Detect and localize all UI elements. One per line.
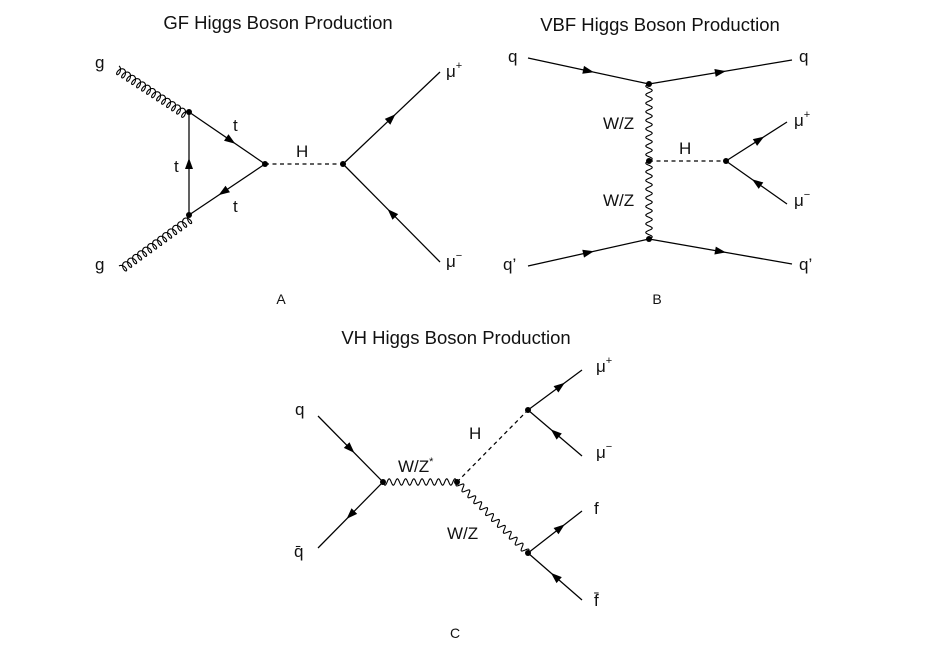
vertex [525, 550, 531, 556]
muon-minus-arrow [752, 179, 764, 189]
panel-label-a: A [276, 291, 286, 307]
higgs-propagator [456, 409, 529, 483]
fermion-arrow [553, 524, 565, 535]
top-lower-arrow [218, 185, 230, 196]
antiquark-label: q̄ [294, 542, 303, 561]
boson-star-label: W/Z* [398, 456, 434, 476]
wz-boson-line [455, 481, 530, 554]
vertex [186, 212, 192, 218]
wz-star-boson-line [382, 478, 458, 486]
quark-out-arrow [714, 69, 726, 77]
fermion-line [527, 510, 583, 554]
boson-upper-label: W/Z [603, 114, 634, 133]
quarkp-out-arrow [714, 246, 726, 255]
boson-label: W/Z [447, 524, 478, 543]
vertex [525, 407, 531, 413]
vertex [646, 236, 652, 242]
muon-plus-line [527, 369, 583, 411]
higgs-label: H [296, 142, 308, 161]
antifermion-arrow [550, 572, 562, 584]
vertex [340, 161, 346, 167]
fermion-label: f [594, 499, 599, 518]
quarkp-out-label: q’ [799, 255, 812, 274]
quark-in-arrow [582, 65, 594, 74]
muon-plus-label: μ+ [446, 60, 462, 81]
quarkp-in-arrow [582, 249, 594, 258]
muon-minus-label: μ− [794, 189, 810, 210]
muon-minus-label: μ− [446, 250, 462, 271]
vertex [454, 479, 460, 485]
top-upper-arrow [224, 134, 236, 144]
muon-minus-label: μ− [596, 441, 612, 462]
quarkp-in-label: q’ [503, 255, 516, 274]
top-left-arrow [185, 158, 193, 169]
higgs-label: H [469, 424, 481, 443]
higgs-label: H [679, 139, 691, 158]
gluon-bottom-label: g [95, 255, 104, 274]
panel-vbf: VBF Higgs Boson Production q q W/Z W/Z H… [503, 14, 812, 307]
top-upper-label: t [233, 116, 238, 135]
vh-title: VH Higgs Boson Production [341, 327, 570, 348]
muon-minus-arrow [550, 429, 562, 440]
panel-label-b: B [652, 291, 661, 307]
quark-in-label: q [508, 47, 517, 66]
quark-out-label: q [799, 47, 808, 66]
muon-plus-arrow [384, 114, 396, 125]
vertex [723, 158, 729, 164]
top-lower-label: t [233, 197, 238, 216]
gluon-line-bottom [118, 214, 193, 272]
antiquark-arrow [346, 508, 358, 519]
panel-vh: VH Higgs Boson Production q q̄ W/Z* H W/… [294, 327, 612, 641]
gluon-line-top [116, 65, 190, 118]
vertex [646, 81, 652, 87]
wz-boson-upper-line [645, 83, 653, 162]
quark-label: q [295, 400, 304, 419]
muon-plus-label: μ+ [596, 355, 612, 376]
boson-lower-label: W/Z [603, 191, 634, 210]
vbf-title: VBF Higgs Boson Production [540, 14, 780, 35]
vertex [186, 109, 192, 115]
wz-boson-lower-line [645, 160, 653, 240]
top-left-label: t [174, 157, 179, 176]
panel-gf: GF Higgs Boson Production g g t t t H μ+… [95, 12, 462, 307]
quark-arrow [343, 442, 355, 453]
vertex [646, 158, 652, 164]
gf-title: GF Higgs Boson Production [163, 12, 392, 33]
muon-minus-arrow [387, 209, 399, 220]
antifermion-label: f̄ [593, 591, 599, 610]
panel-label-c: C [450, 625, 460, 641]
gluon-top-label: g [95, 53, 104, 72]
muon-plus-arrow [752, 136, 765, 146]
vertex [380, 479, 386, 485]
muon-plus-arrow [553, 382, 565, 393]
vertex [262, 161, 268, 167]
muon-plus-label: μ+ [794, 109, 810, 130]
